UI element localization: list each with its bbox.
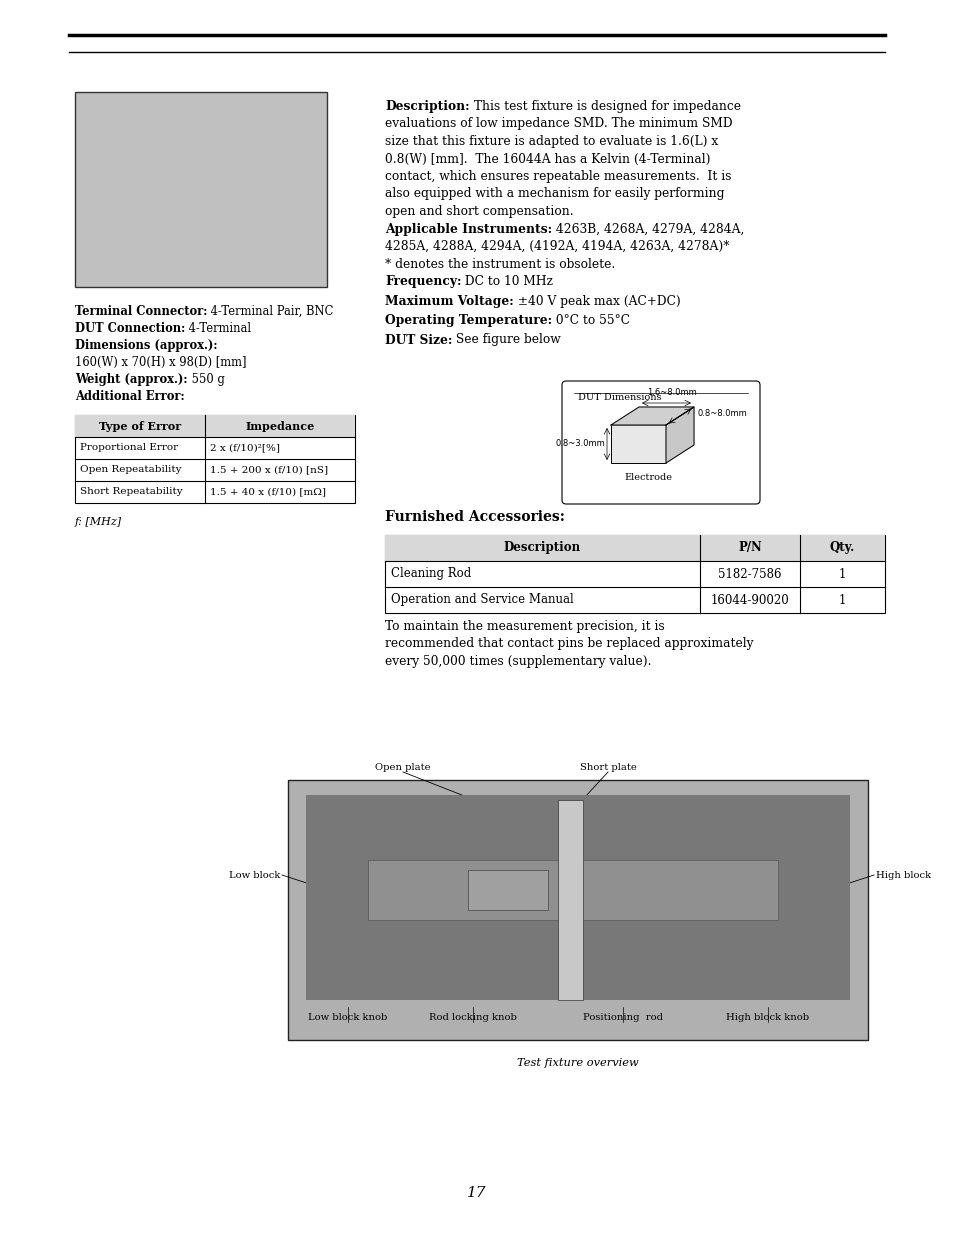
- Text: every 50,000 times (supplementary value).: every 50,000 times (supplementary value)…: [385, 655, 651, 668]
- Text: f: [MHz]: f: [MHz]: [75, 517, 122, 527]
- Polygon shape: [665, 408, 693, 463]
- Text: Open Repeatability: Open Repeatability: [80, 466, 181, 474]
- Text: Rod locking knob: Rod locking knob: [429, 1013, 517, 1023]
- Bar: [468, 869, 547, 910]
- Text: Furnished Accessories:: Furnished Accessories:: [385, 510, 564, 524]
- Text: DUT Size:: DUT Size:: [385, 333, 452, 347]
- Text: P/N: P/N: [738, 541, 761, 555]
- Text: 1: 1: [838, 594, 845, 606]
- Text: Frequency:: Frequency:: [385, 275, 461, 288]
- Text: 4285A, 4288A, 4294A, (4192A, 4194A, 4263A, 4278A)*: 4285A, 4288A, 4294A, (4192A, 4194A, 4263…: [385, 240, 729, 253]
- Text: DUT Connection:: DUT Connection:: [75, 322, 185, 335]
- Text: 0.8~8.0mm: 0.8~8.0mm: [698, 410, 747, 419]
- Text: ±40 V peak max (AC+DC): ±40 V peak max (AC+DC): [514, 294, 679, 308]
- Text: 550 g: 550 g: [188, 373, 224, 387]
- Bar: [306, 795, 849, 1000]
- Bar: [75, 91, 327, 287]
- Text: 4-Terminal Pair, BNC: 4-Terminal Pair, BNC: [208, 305, 334, 317]
- Text: Type of Error: Type of Error: [99, 420, 181, 431]
- Text: DC to 10 MHz: DC to 10 MHz: [461, 275, 553, 288]
- Text: Cleaning Rod: Cleaning Rod: [391, 568, 471, 580]
- Text: Operation and Service Manual: Operation and Service Manual: [391, 594, 573, 606]
- Bar: [368, 860, 778, 920]
- Text: also equipped with a mechanism for easily performing: also equipped with a mechanism for easil…: [385, 188, 723, 200]
- Text: This test fixture is designed for impedance: This test fixture is designed for impeda…: [469, 100, 740, 112]
- Text: 1.5 + 200 x (f/10) [nS]: 1.5 + 200 x (f/10) [nS]: [210, 466, 328, 474]
- Text: Test fixture overview: Test fixture overview: [517, 1058, 639, 1068]
- Bar: [385, 535, 884, 613]
- Text: Qty.: Qty.: [829, 541, 854, 555]
- Text: Operating Temperature:: Operating Temperature:: [385, 314, 552, 327]
- Text: Low block: Low block: [229, 871, 280, 879]
- Text: 17: 17: [467, 1186, 486, 1200]
- Text: contact, which ensures repeatable measurements.  It is: contact, which ensures repeatable measur…: [385, 170, 731, 183]
- Text: size that this fixture is adapted to evaluate is 1.6(L) x: size that this fixture is adapted to eva…: [385, 135, 718, 148]
- Bar: [75, 415, 355, 503]
- Text: 4-Terminal: 4-Terminal: [185, 322, 252, 335]
- Text: 1.5 + 40 x (f/10) [mΩ]: 1.5 + 40 x (f/10) [mΩ]: [210, 488, 326, 496]
- Text: 16044-90020: 16044-90020: [710, 594, 788, 606]
- Bar: [610, 425, 665, 463]
- Bar: [75, 415, 355, 437]
- Text: 4263B, 4268A, 4279A, 4284A,: 4263B, 4268A, 4279A, 4284A,: [552, 222, 743, 236]
- Text: See figure below: See figure below: [452, 333, 560, 347]
- Text: Applicable Instruments:: Applicable Instruments:: [385, 222, 552, 236]
- Text: Short plate: Short plate: [579, 763, 636, 772]
- Text: * denotes the instrument is obsolete.: * denotes the instrument is obsolete.: [385, 258, 615, 270]
- Text: 0.8~3.0mm: 0.8~3.0mm: [555, 440, 604, 448]
- Bar: [558, 800, 582, 1000]
- Bar: [385, 535, 884, 561]
- Text: Impedance: Impedance: [245, 420, 314, 431]
- Text: 0°C to 55°C: 0°C to 55°C: [552, 314, 630, 327]
- Polygon shape: [610, 408, 693, 425]
- Text: Terminal Connector:: Terminal Connector:: [75, 305, 208, 317]
- Text: Weight (approx.):: Weight (approx.):: [75, 373, 188, 387]
- Text: 0.8(W) [mm].  The 16044A has a Kelvin (4-Terminal): 0.8(W) [mm]. The 16044A has a Kelvin (4-…: [385, 152, 710, 165]
- Text: Dimensions (approx.):: Dimensions (approx.):: [75, 338, 217, 352]
- Text: DUT Dimensions: DUT Dimensions: [578, 393, 660, 403]
- Text: Description: Description: [503, 541, 580, 555]
- Text: 2 x (f/10)²[%]: 2 x (f/10)²[%]: [210, 443, 280, 452]
- Text: High block knob: High block knob: [725, 1013, 809, 1023]
- Text: Proportional Error: Proportional Error: [80, 443, 178, 452]
- Text: Additional Error:: Additional Error:: [75, 390, 185, 403]
- Bar: [288, 781, 867, 1040]
- Text: open and short compensation.: open and short compensation.: [385, 205, 573, 219]
- Text: 1: 1: [838, 568, 845, 580]
- Text: Low block knob: Low block knob: [308, 1013, 387, 1023]
- Text: Open plate: Open plate: [375, 763, 431, 772]
- FancyBboxPatch shape: [561, 382, 760, 504]
- Text: 160(W) x 70(H) x 98(D) [mm]: 160(W) x 70(H) x 98(D) [mm]: [75, 356, 246, 369]
- Text: Description:: Description:: [385, 100, 469, 112]
- Text: evaluations of low impedance SMD. The minimum SMD: evaluations of low impedance SMD. The mi…: [385, 117, 732, 131]
- Text: 1.6~8.0mm: 1.6~8.0mm: [646, 388, 696, 396]
- Text: Electrode: Electrode: [624, 473, 672, 482]
- Text: Short Repeatability: Short Repeatability: [80, 488, 182, 496]
- Text: To maintain the measurement precision, it is: To maintain the measurement precision, i…: [385, 620, 664, 634]
- Text: 5182-7586: 5182-7586: [718, 568, 781, 580]
- Text: Positioning  rod: Positioning rod: [582, 1013, 662, 1023]
- Text: recommended that contact pins be replaced approximately: recommended that contact pins be replace…: [385, 637, 753, 651]
- Text: Maximum Voltage:: Maximum Voltage:: [385, 294, 514, 308]
- Text: High block: High block: [875, 871, 930, 879]
